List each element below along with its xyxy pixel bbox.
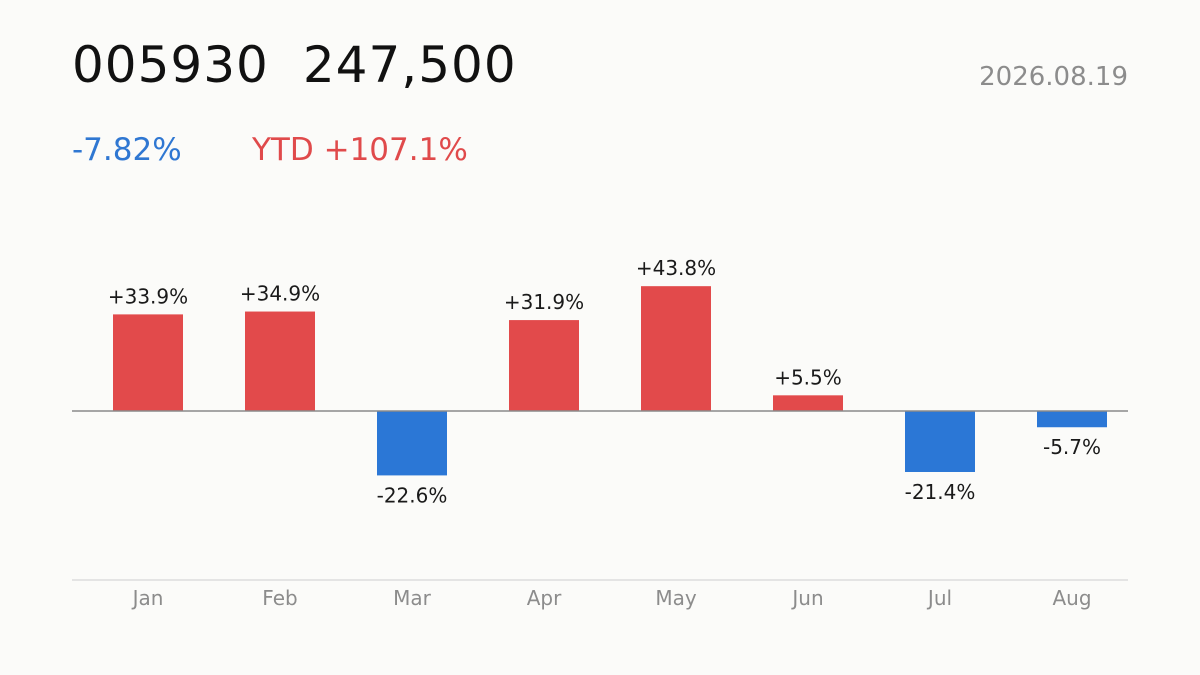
value-label-aug: -5.7% — [1043, 435, 1101, 459]
bar-may — [641, 286, 711, 411]
value-label-jun: +5.5% — [774, 365, 842, 389]
daily-change: -7.82% — [72, 132, 182, 168]
bar-mar — [377, 411, 447, 476]
month-label-aug: Aug — [1052, 586, 1091, 610]
month-label-apr: Apr — [527, 586, 562, 610]
month-label-jan: Jan — [131, 586, 164, 610]
value-label-feb: +34.9% — [240, 282, 320, 306]
month-label-feb: Feb — [262, 586, 297, 610]
value-label-jan: +33.9% — [108, 284, 188, 308]
ticker-code: 005930 — [72, 36, 269, 94]
ytd-change: YTD +107.1% — [252, 132, 468, 168]
month-label-jun: Jun — [790, 586, 823, 610]
current-price: 247,500 — [302, 36, 517, 94]
value-label-may: +43.8% — [636, 256, 716, 280]
bar-jul — [905, 411, 975, 472]
value-label-mar: -22.6% — [377, 483, 448, 507]
month-label-may: May — [655, 586, 697, 610]
value-label-apr: +31.9% — [504, 290, 584, 314]
ticker-price: 005930 247,500 — [72, 36, 517, 94]
month-label-jul: Jul — [926, 586, 952, 610]
bars-group: +33.9% Jan +34.9% Feb -22.6% Mar +31.9% Apr +43.… — [108, 256, 1107, 610]
value-label-jul: -21.4% — [905, 480, 976, 504]
bar-jan — [113, 314, 183, 411]
bar-feb — [245, 311, 315, 411]
bar-jun — [773, 395, 843, 411]
quote-date: 2026.08.19 — [979, 62, 1128, 92]
bar-aug — [1037, 411, 1107, 428]
month-label-mar: Mar — [393, 586, 432, 610]
bar-apr — [509, 320, 579, 411]
